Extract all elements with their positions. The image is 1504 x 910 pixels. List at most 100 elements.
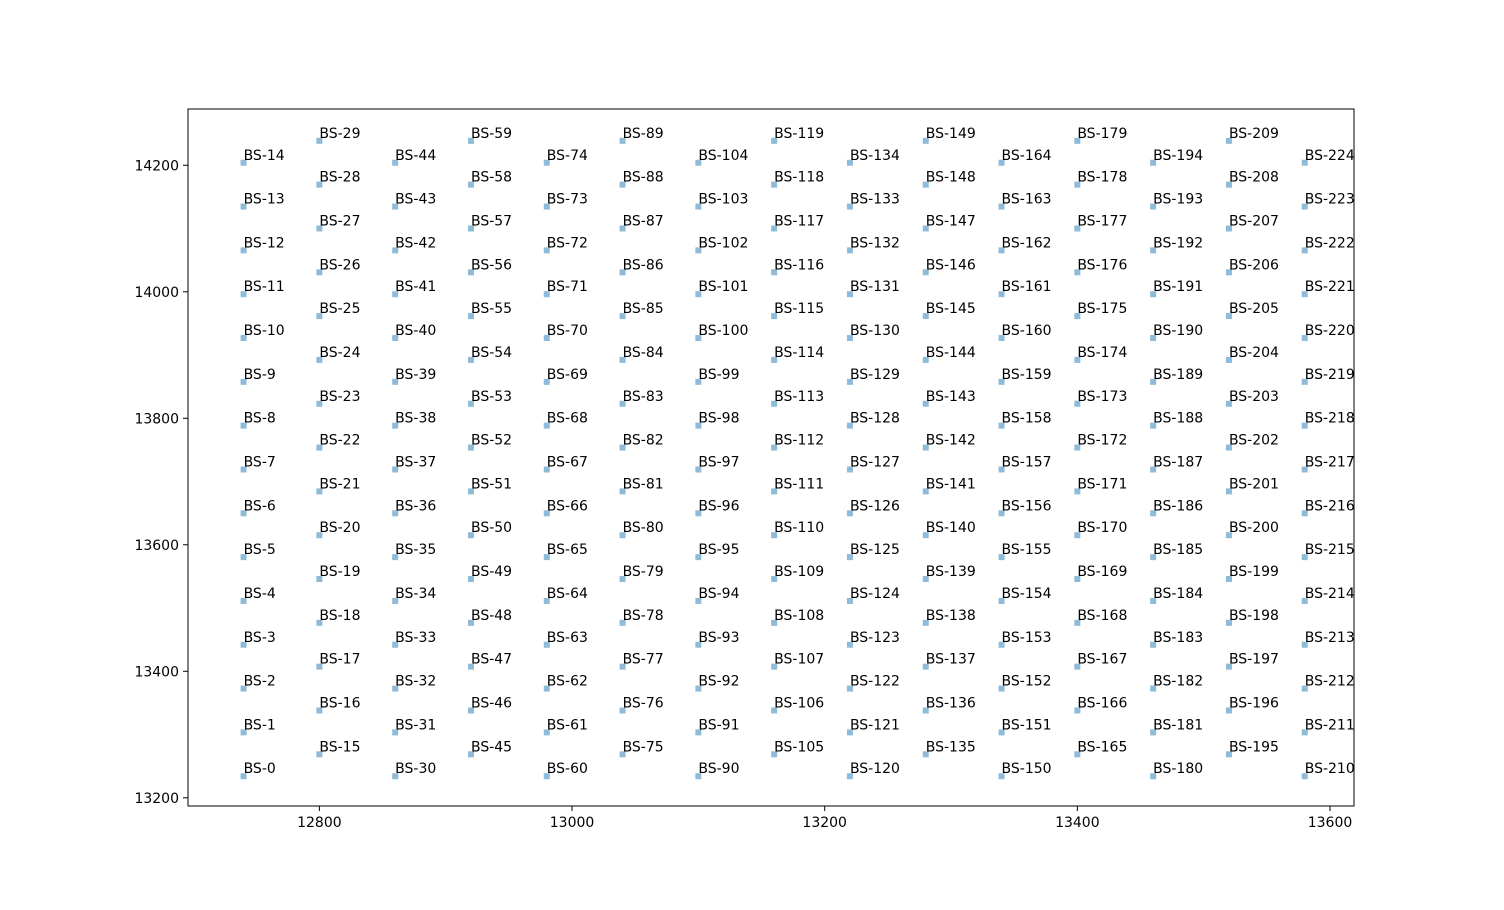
point-label: BS-36 [395, 498, 436, 514]
data-point [922, 751, 929, 758]
data-point [771, 663, 778, 670]
point-label: BS-90 [698, 761, 739, 777]
data-point [1225, 444, 1232, 451]
data-point [316, 181, 323, 188]
data-point [695, 641, 702, 648]
data-point [392, 466, 399, 473]
data-point [771, 269, 778, 276]
point-label: BS-81 [623, 476, 664, 492]
point-label: BS-12 [244, 235, 285, 251]
point-label: BS-38 [395, 411, 436, 427]
data-point [846, 203, 853, 210]
point-label: BS-84 [623, 345, 664, 361]
data-point [695, 291, 702, 298]
y-tick-label: 14000 [134, 285, 179, 301]
data-point [771, 532, 778, 539]
data-point [316, 313, 323, 320]
data-point [1150, 597, 1157, 604]
point-label: BS-161 [1002, 279, 1052, 295]
plot-frame [187, 108, 1355, 807]
data-point [1074, 488, 1081, 495]
point-label: BS-179 [1077, 126, 1127, 142]
x-tick-label: 13600 [1308, 815, 1353, 831]
data-point [543, 159, 550, 166]
data-point [467, 313, 474, 320]
data-point [240, 422, 247, 429]
data-point [1301, 291, 1308, 298]
data-point [1225, 532, 1232, 539]
data-point [1301, 729, 1308, 736]
point-label: BS-148 [926, 170, 976, 186]
data-point [695, 247, 702, 254]
point-label: BS-193 [1153, 192, 1203, 208]
data-point [619, 663, 626, 670]
data-point [846, 597, 853, 604]
data-point [771, 707, 778, 714]
data-point [846, 510, 853, 517]
data-point [619, 576, 626, 583]
point-label: BS-186 [1153, 498, 1203, 514]
point-label: BS-115 [774, 301, 824, 317]
point-label: BS-181 [1153, 717, 1203, 733]
point-label: BS-218 [1305, 411, 1355, 427]
point-label: BS-108 [774, 608, 824, 624]
data-point [1150, 335, 1157, 342]
point-label: BS-114 [774, 345, 824, 361]
data-point [1225, 488, 1232, 495]
data-point [619, 137, 626, 144]
data-point [240, 335, 247, 342]
point-label: BS-13 [244, 192, 285, 208]
point-label: BS-94 [698, 586, 739, 602]
data-point [619, 400, 626, 407]
point-label: BS-158 [1002, 411, 1052, 427]
point-label: BS-224 [1305, 148, 1355, 164]
point-label: BS-9 [244, 367, 276, 383]
point-label: BS-42 [395, 235, 436, 251]
data-point [846, 729, 853, 736]
data-point [619, 751, 626, 758]
data-point [695, 378, 702, 385]
data-point [1225, 663, 1232, 670]
data-point [240, 378, 247, 385]
point-label: BS-57 [471, 213, 512, 229]
data-point [771, 576, 778, 583]
point-label: BS-62 [547, 674, 588, 690]
point-label: BS-25 [319, 301, 360, 317]
point-label: BS-159 [1002, 367, 1052, 383]
data-point [771, 313, 778, 320]
point-label: BS-182 [1153, 674, 1203, 690]
point-label: BS-103 [698, 192, 748, 208]
data-point [543, 597, 550, 604]
point-label: BS-190 [1153, 323, 1203, 339]
data-point [240, 203, 247, 210]
data-point [467, 576, 474, 583]
data-point [1225, 137, 1232, 144]
point-label: BS-55 [471, 301, 512, 317]
point-label: BS-200 [1229, 520, 1279, 536]
data-point [1225, 181, 1232, 188]
point-label: BS-134 [850, 148, 900, 164]
data-point [846, 554, 853, 561]
data-point [392, 291, 399, 298]
data-point [316, 400, 323, 407]
point-label: BS-220 [1305, 323, 1355, 339]
point-label: BS-117 [774, 213, 824, 229]
data-point [240, 466, 247, 473]
data-point [1074, 181, 1081, 188]
point-label: BS-131 [850, 279, 900, 295]
data-point [543, 422, 550, 429]
data-point [467, 181, 474, 188]
point-label: BS-157 [1002, 454, 1052, 470]
data-point [1225, 619, 1232, 626]
point-label: BS-180 [1153, 761, 1203, 777]
data-point [695, 685, 702, 692]
point-label: BS-41 [395, 279, 436, 295]
y-tick-label: 13200 [134, 791, 179, 807]
data-point [392, 773, 399, 780]
data-point [695, 159, 702, 166]
data-point [998, 291, 1005, 298]
data-point [1301, 335, 1308, 342]
point-label: BS-217 [1305, 454, 1355, 470]
point-label: BS-31 [395, 717, 436, 733]
